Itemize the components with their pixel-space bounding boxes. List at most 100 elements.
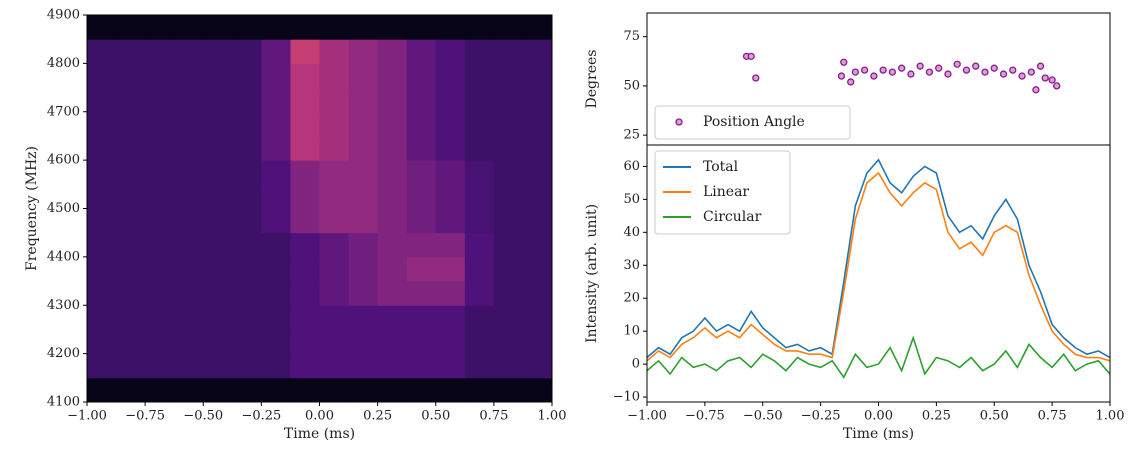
- scatter-point: [847, 78, 855, 86]
- heatmap-cell: [232, 63, 262, 89]
- heatmap-cell: [290, 63, 320, 89]
- x-tick-label: −0.25: [241, 409, 281, 424]
- scatter-point: [962, 66, 971, 74]
- heatmap-cell: [319, 329, 350, 355]
- heatmap-cell: [232, 281, 262, 306]
- heatmap-cell: [203, 15, 233, 40]
- heatmap-cell: [319, 377, 350, 403]
- heatmap-cell: [493, 377, 524, 403]
- scatter-point: [925, 68, 934, 76]
- heatmap-cell: [435, 305, 466, 330]
- heatmap-cell: [377, 232, 408, 258]
- heatmap-cell: [116, 305, 146, 330]
- heatmap-cell: [87, 160, 117, 185]
- heatmap-cell: [145, 87, 175, 113]
- heatmap-cell: [145, 305, 175, 330]
- heatmap-cell: [232, 111, 262, 137]
- x-tick-label: −0.50: [183, 409, 223, 424]
- heatmap-cell: [174, 377, 204, 403]
- heatmap-cell: [435, 160, 466, 185]
- scatter-point: [840, 58, 848, 66]
- heatmap-cell: [174, 15, 204, 40]
- heatmap-cell: [261, 377, 291, 403]
- heatmap-cell: [493, 39, 524, 64]
- heatmap-cell: [261, 184, 291, 209]
- heatmap-cell: [319, 15, 350, 40]
- heatmap-cell: [348, 111, 379, 137]
- heatmap-cell: [87, 63, 117, 89]
- heatmap-cell: [348, 305, 379, 330]
- heatmap-cell: [232, 87, 262, 113]
- scatter-point: [1041, 74, 1049, 82]
- heatmap-cell: [261, 281, 291, 306]
- heatmap-cell: [145, 15, 175, 40]
- scatter-point: [1018, 72, 1026, 80]
- heatmap-cell: [522, 377, 553, 403]
- heatmap-cell: [174, 135, 204, 161]
- heatmap-cell: [493, 256, 524, 282]
- scatter-point: [1053, 82, 1061, 90]
- heatmap-cell: [493, 135, 524, 161]
- scatter-point: [907, 70, 915, 78]
- y-tick-label: 0: [632, 357, 640, 372]
- heatmap-cell: [522, 63, 553, 89]
- heatmap-cell: [116, 377, 146, 403]
- heatmap-cell: [377, 184, 408, 209]
- heatmap-cell: [522, 87, 553, 113]
- heatmap-cell: [377, 377, 408, 403]
- heatmap-cell: [435, 208, 466, 234]
- heatmap-cell: [319, 87, 350, 113]
- scatter-point: [1048, 76, 1056, 84]
- heatmap-cell: [464, 305, 495, 330]
- heatmap-cell: [203, 63, 233, 89]
- heatmap-cell: [174, 256, 204, 282]
- heatmap-cell: [290, 15, 320, 40]
- heatmap-cell: [522, 353, 553, 379]
- scatter-point: [1036, 62, 1045, 70]
- y-tick-label: 4100: [47, 395, 80, 410]
- legend-label: Position Angle: [703, 114, 805, 130]
- heatmap-cell: [116, 39, 146, 64]
- heatmap-cell: [145, 184, 175, 209]
- heatmap-cell: [261, 256, 291, 282]
- y-tick-label: 4600: [47, 153, 80, 168]
- heatmap-cell: [377, 281, 408, 306]
- heatmap-cell: [203, 39, 233, 64]
- heatmap-cell: [116, 329, 146, 355]
- scatter-point: [752, 74, 760, 82]
- heatmap-cell: [348, 256, 379, 282]
- scatter-point: [944, 70, 952, 78]
- heatmap-cell: [522, 15, 553, 40]
- heatmap-cell: [87, 377, 117, 403]
- scatter-point: [898, 64, 906, 72]
- heatmap-cell: [174, 232, 204, 258]
- heatmap-cell: [232, 329, 262, 355]
- heatmap-cell: [348, 208, 379, 234]
- heatmap-cell: [522, 329, 553, 355]
- heatmap-cell: [145, 39, 175, 64]
- y-tick-label: 4300: [47, 298, 80, 313]
- heatmap-cell: [203, 135, 233, 161]
- heatmap-cell: [464, 377, 495, 403]
- heatmap-cell: [406, 111, 437, 137]
- scatter-point: [1009, 66, 1017, 74]
- x-tick-label: 0.00: [864, 409, 893, 424]
- heatmap-cell: [319, 63, 350, 89]
- heatmap-cell: [435, 184, 466, 209]
- heatmap-cell: [348, 87, 379, 113]
- heatmap-cell: [232, 256, 262, 282]
- heatmap-cell: [145, 63, 175, 89]
- y-tick-label: 4400: [47, 249, 80, 264]
- y-tick-label: 4500: [47, 201, 80, 216]
- heatmap-cell: [319, 160, 350, 185]
- heatmap-cell: [493, 305, 524, 330]
- x-tick-label: 0.25: [922, 409, 951, 424]
- heatmap-cell: [232, 184, 262, 209]
- heatmap-cell: [493, 353, 524, 379]
- heatmap-cell: [435, 353, 466, 379]
- heatmap-cell: [174, 160, 204, 185]
- heatmap-cell: [435, 111, 466, 137]
- legend-label: Linear: [703, 184, 749, 200]
- scatter-point: [851, 68, 859, 76]
- heatmap-cell: [464, 353, 495, 379]
